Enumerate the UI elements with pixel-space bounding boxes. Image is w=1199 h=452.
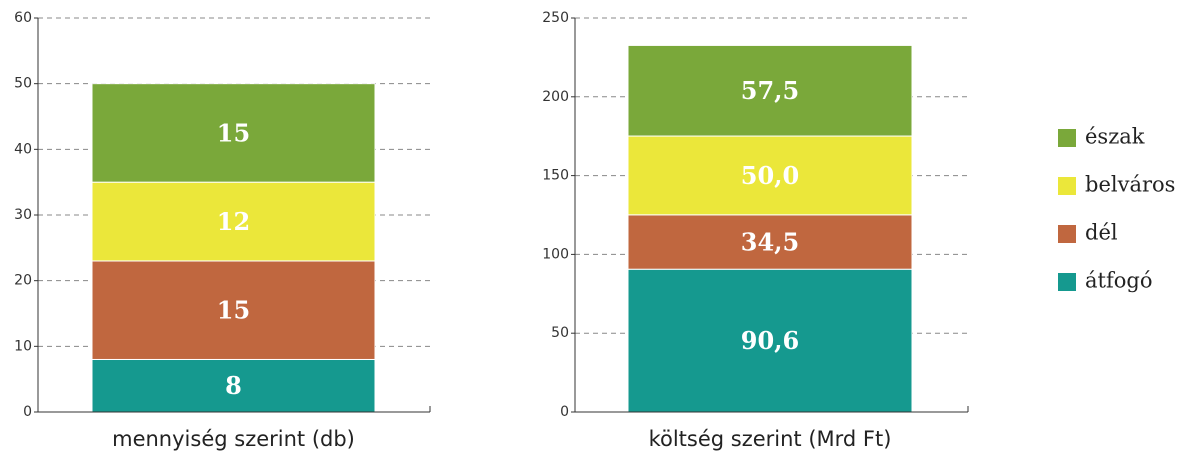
bar-segment	[91, 181, 376, 262]
bar-segment	[91, 260, 376, 360]
x-category-label: mennyiség szerint (db)	[112, 427, 355, 451]
bar-segment	[627, 268, 913, 413]
y-tick-label: 40	[14, 141, 32, 157]
y-tick-label: 20	[14, 273, 32, 289]
legend-label: észak	[1085, 125, 1145, 149]
value-label: 15	[217, 118, 250, 147]
y-tick-label: 150	[542, 168, 569, 184]
legend-label: átfogó	[1085, 269, 1152, 293]
bar-segment	[627, 44, 913, 137]
y-tick-label: 100	[542, 246, 569, 262]
bar-segment	[627, 135, 913, 216]
y-tick-label: 30	[14, 207, 32, 223]
legend-swatch	[1058, 273, 1076, 291]
value-label: 15	[217, 296, 250, 325]
bar-segment	[627, 214, 913, 270]
y-tick-label: 50	[14, 76, 32, 92]
value-label: 50,0	[741, 161, 799, 190]
x-category-label: költség szerint (Mrd Ft)	[649, 427, 892, 451]
bar-segment	[91, 358, 376, 413]
value-label: 12	[217, 207, 250, 236]
value-label: 34,5	[741, 228, 799, 257]
value-label: 90,6	[741, 326, 799, 355]
y-tick-label: 200	[542, 89, 569, 105]
legend-swatch	[1058, 225, 1076, 243]
y-tick-label: 0	[560, 404, 569, 420]
value-label: 57,5	[741, 76, 799, 105]
bar-segment	[91, 83, 376, 183]
y-tick-label: 0	[23, 404, 32, 420]
y-tick-label: 10	[14, 338, 32, 354]
legend-label: dél	[1085, 221, 1118, 245]
y-tick-label: 50	[551, 325, 569, 341]
y-tick-label: 60	[14, 10, 32, 26]
value-label: 8	[225, 371, 242, 400]
y-tick-label: 250	[542, 10, 569, 26]
legend-label: belváros	[1085, 173, 1175, 197]
legend-swatch	[1058, 129, 1076, 147]
legend-swatch	[1058, 177, 1076, 195]
